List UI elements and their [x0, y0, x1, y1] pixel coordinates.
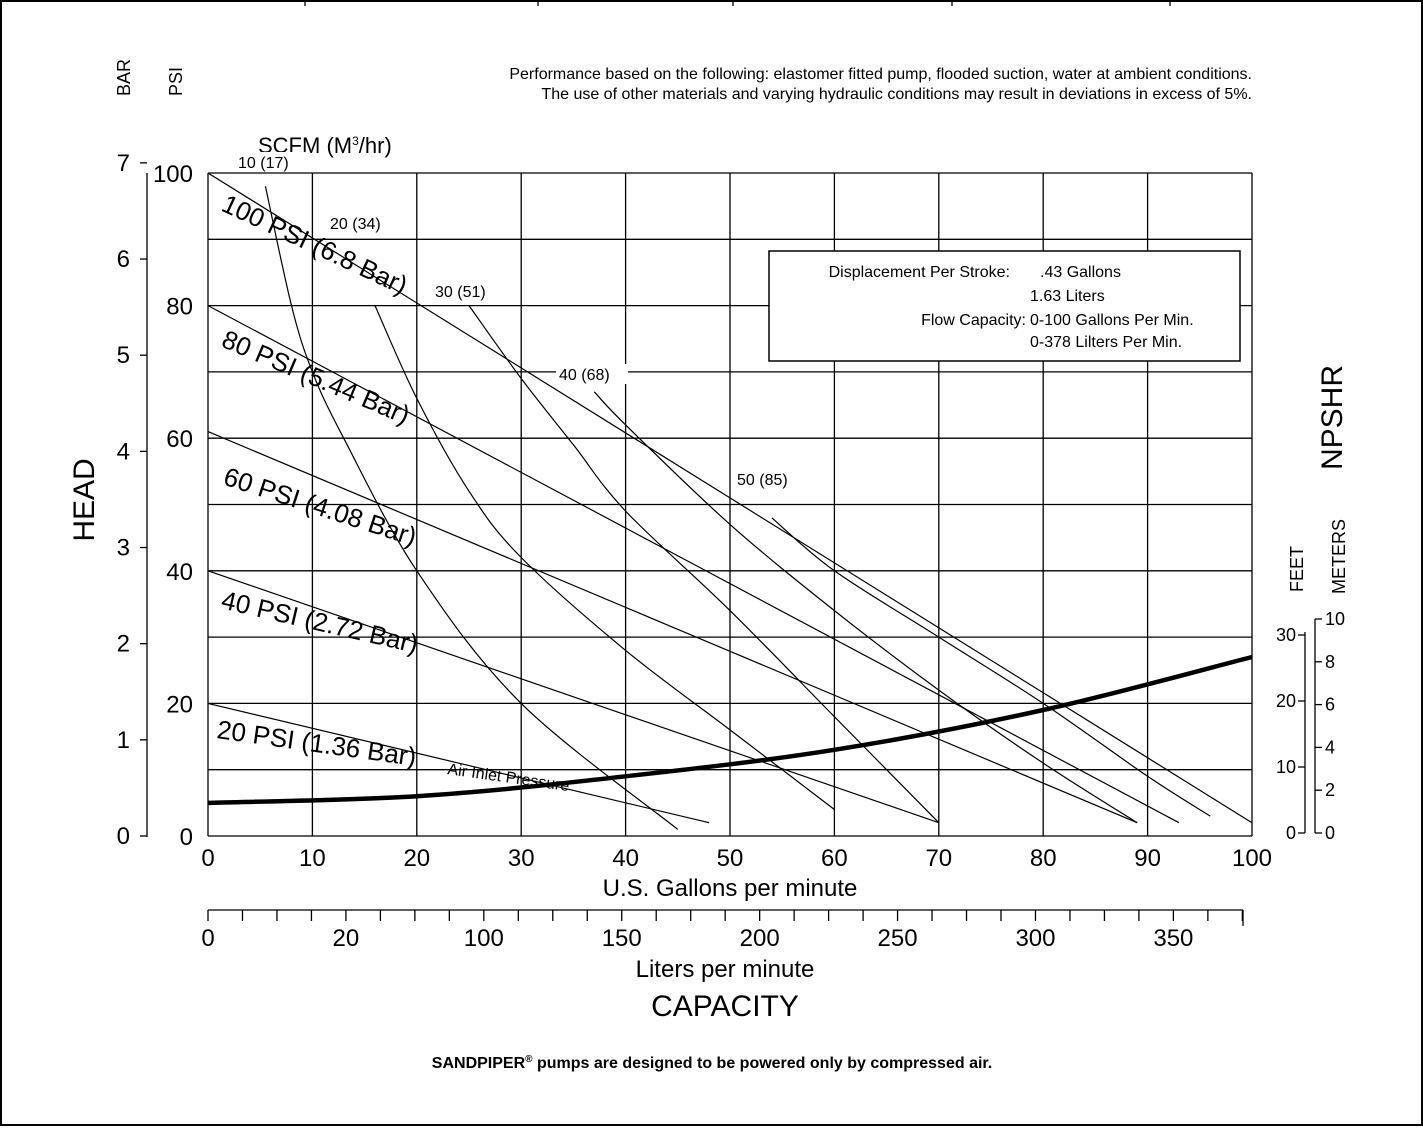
psi-tick-label: 100: [153, 161, 193, 188]
displacement-value-gallons: .43 Gallons: [1040, 264, 1121, 281]
gpm-tick-label: 60: [821, 845, 848, 872]
bar-axis-label: BAR: [114, 59, 134, 96]
scfm-label-50: 50 (85): [737, 472, 788, 489]
psi-tick-label: 80: [166, 294, 193, 321]
scfm-label-10: 10 (17): [238, 155, 289, 172]
npshr-axis: 0 10 20 30 0 2 4 6 8 10: [1276, 609, 1345, 843]
gpm-tick-label: 100: [1232, 845, 1272, 872]
lpm-tick-label: 250: [878, 925, 918, 952]
air-consumption-curve: [374, 305, 835, 810]
gpm-tick-label: 90: [1134, 845, 1161, 872]
performance-note-line2: The use of other materials and varying h…: [541, 86, 1252, 103]
pressure-label-40: 40 PSI (2.72 Bar): [219, 585, 421, 659]
npshr-feet-label: 30: [1276, 625, 1296, 645]
npshr-meter-label: 10: [1325, 609, 1345, 629]
air-consumption-curve: [593, 391, 1138, 824]
scfm-label-40: 40 (68): [559, 367, 610, 384]
lpm-tick-label: 200: [740, 925, 780, 952]
pressure-label-100: 100 PSI (6.8 Bar): [217, 188, 412, 300]
pressure-label-20: 20 PSI (1.36 Bar): [215, 714, 418, 772]
psi-tick-label: 0: [180, 824, 193, 851]
air-pressure-line: [207, 431, 1138, 824]
gpm-tick-label: 40: [612, 845, 639, 872]
bar-tick-label: 6: [117, 246, 130, 273]
bar-tick-label: 3: [117, 535, 130, 562]
info-box: Displacement Per Stroke: .43 Gallons 1.6…: [768, 250, 1241, 362]
bar-tick-label: 2: [117, 631, 130, 658]
footer-note: SANDPIPER® pumps are designed to be powe…: [432, 1054, 992, 1072]
pressure-label-60: 60 PSI (4.08 Bar): [220, 461, 420, 552]
capacity-label: CAPACITY: [651, 990, 799, 1023]
air-pressure-line: [207, 172, 1253, 824]
bar-tick-label: 7: [117, 150, 130, 177]
consumption-curve-labels: 10 (17) 20 (34) 30 (51) 40 (68) 50 (85): [234, 152, 806, 489]
lpm-axis-label: Liters per minute: [636, 956, 815, 983]
performance-note-line1: Performance based on the following: elas…: [509, 66, 1252, 83]
lpm-tick-label: 350: [1153, 925, 1193, 952]
lpm-tick-label: 20: [333, 925, 360, 952]
air-consumption-curves: [264, 186, 1211, 830]
air-consumption-curve: [264, 186, 679, 830]
lpm-tick-label: 100: [464, 925, 504, 952]
feet-label: FEET: [1287, 546, 1307, 592]
psi-tick-label: 60: [166, 426, 193, 453]
npshr-meter-label: 6: [1325, 695, 1335, 715]
displacement-value-liters: 1.63 Liters: [1030, 288, 1105, 305]
meters-label: METERS: [1329, 519, 1349, 594]
lpm-tick-label: 150: [602, 925, 642, 952]
psi-axis-ticks: 0 20 40 60 80 100: [153, 161, 193, 851]
air-pressure-line: [207, 702, 710, 824]
gpm-tick-label: 20: [403, 845, 430, 872]
npshr-meter-label: 8: [1325, 652, 1335, 672]
gpm-tick-label: 80: [1030, 845, 1057, 872]
npshr-feet-label: 20: [1276, 691, 1296, 711]
top-column-ticks: [304, 0, 1171, 6]
gpm-axis-label: U.S. Gallons per minute: [603, 875, 858, 902]
bar-axis: 0 1 2 3 4 5 6 7: [117, 150, 148, 850]
air-pressure-line: [207, 570, 939, 824]
air-consumption-curve: [468, 305, 940, 824]
bar-tick-label: 1: [117, 727, 130, 754]
gpm-tick-label: 10: [299, 845, 326, 872]
bar-tick-label: 4: [117, 438, 130, 465]
scfm-label-20: 20 (34): [330, 216, 381, 233]
npshr-meter-label: 0: [1325, 823, 1335, 843]
flow-capacity-lpm: 0-378 Lilters Per Min.: [1030, 334, 1182, 351]
bar-tick-label: 5: [117, 342, 130, 369]
npshr-meter-label: 4: [1325, 737, 1335, 757]
psi-axis-label: PSI: [166, 67, 186, 96]
psi-tick-label: 40: [166, 559, 193, 586]
gpm-tick-label: 50: [717, 845, 744, 872]
displacement-label: Displacement Per Stroke:: [829, 264, 1010, 281]
gpm-axis-ticks: 0 10 20 30 40 50 60 70 80 90 100: [201, 845, 1272, 872]
scfm-label-30: 30 (51): [435, 284, 486, 301]
npshr-feet-label: 10: [1276, 757, 1296, 777]
bar-tick-label: 0: [117, 823, 130, 850]
scfm-label: SCFM (M3/hr): [258, 133, 392, 158]
pressure-label-80: 80 PSI (5.44 Bar): [218, 324, 415, 430]
air-consumption-curve: [771, 517, 1211, 817]
head-axis-label: HEAD: [68, 458, 101, 541]
npshr-label: NPSHR: [1316, 365, 1349, 470]
flow-capacity-label: Flow Capacity:: [921, 312, 1026, 329]
gpm-tick-label: 70: [925, 845, 952, 872]
npshr-feet-label: 0: [1286, 823, 1296, 843]
lpm-tick-label: 0: [201, 925, 214, 952]
npshr-meter-label: 2: [1325, 780, 1335, 800]
gpm-tick-label: 0: [201, 845, 214, 872]
gpm-tick-label: 30: [508, 845, 535, 872]
lpm-axis: 0 20 100 150 200 250 300 350: [201, 909, 1244, 952]
flow-capacity-gpm: 0-100 Gallons Per Min.: [1030, 312, 1194, 329]
lpm-tick-label: 300: [1015, 925, 1055, 952]
psi-tick-label: 20: [166, 691, 193, 718]
npshr-curve: [207, 654, 1253, 806]
